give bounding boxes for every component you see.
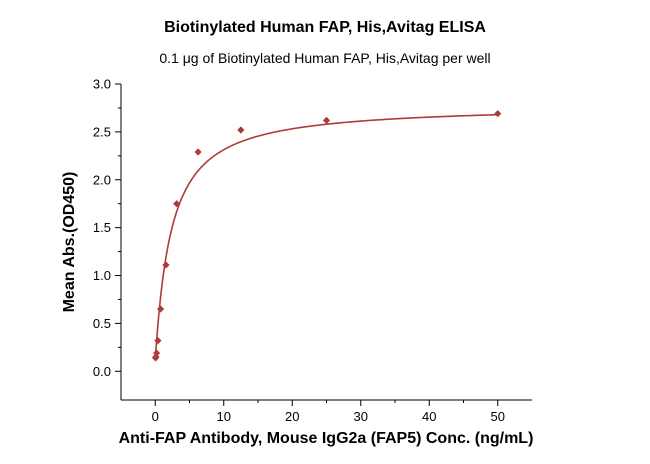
data-point	[154, 337, 162, 345]
x-axis-label: Anti-FAP Antibody, Mouse IgG2a (FAP5) Co…	[119, 430, 534, 447]
y-tick-label: 0.0	[93, 364, 111, 379]
data-point	[237, 126, 245, 134]
y-tick-label: 3.0	[93, 77, 111, 92]
x-tick-label: 0	[152, 409, 159, 424]
y-tick-label: 0.5	[93, 316, 111, 331]
data-point	[494, 110, 502, 118]
y-tick-label: 1.5	[93, 220, 111, 235]
data-point	[152, 349, 161, 357]
data-point	[152, 353, 160, 361]
y-axis-ticks: 0.0 0.5 1.0 1.5 2.0 2.5 3.0	[93, 77, 121, 379]
data-point	[156, 305, 165, 313]
data-point	[162, 261, 170, 269]
y-axis-label: Mean Abs.(OD450)	[61, 172, 78, 313]
x-tick-label: 20	[285, 409, 299, 424]
y-tick-label: 2.0	[93, 172, 111, 187]
y-tick-label: 1.0	[93, 268, 111, 283]
x-axis-ticks: 0 10 20 30 40 50	[152, 400, 505, 424]
x-tick-label: 30	[354, 409, 368, 424]
x-tick-label: 40	[422, 409, 436, 424]
x-tick-label: 10	[217, 409, 231, 424]
y-tick-label: 2.5	[93, 124, 111, 139]
plot-area: 0 10 20 30 40 50 0.0 0.5 1.0 1.5 2.0 2.5 3.0	[93, 77, 532, 424]
data-points	[151, 110, 502, 362]
data-point	[173, 200, 181, 208]
chart-title: Biotinylated Human FAP, His,Avitag ELISA	[164, 19, 486, 36]
fit-curve	[154, 113, 498, 355]
x-tick-label: 50	[491, 409, 505, 424]
data-point	[194, 148, 202, 156]
chart-subtitle: 0.1 μg of Biotinylated Human FAP, His,Av…	[159, 50, 490, 66]
data-point	[322, 116, 331, 124]
